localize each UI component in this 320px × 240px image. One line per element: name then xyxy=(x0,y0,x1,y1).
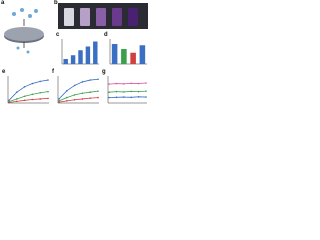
panel-label: e xyxy=(2,69,6,75)
panel-label: f xyxy=(52,69,55,75)
vial xyxy=(96,8,106,26)
point xyxy=(130,90,132,93)
point xyxy=(123,91,125,93)
schematic xyxy=(4,8,44,54)
point xyxy=(81,81,84,83)
point xyxy=(66,90,68,92)
bar xyxy=(93,41,98,64)
point xyxy=(31,98,34,101)
point xyxy=(145,82,147,84)
vial xyxy=(64,8,74,26)
point xyxy=(47,97,49,100)
point xyxy=(39,98,41,100)
panel-label: b xyxy=(54,0,58,6)
point xyxy=(108,96,110,99)
point xyxy=(123,96,125,98)
point xyxy=(47,79,49,81)
point xyxy=(66,100,68,102)
droplet xyxy=(12,12,16,16)
point xyxy=(8,101,10,104)
point xyxy=(137,90,140,93)
point xyxy=(130,96,132,99)
point xyxy=(58,101,60,103)
point xyxy=(31,82,34,85)
point xyxy=(23,99,26,102)
point xyxy=(15,100,18,103)
point xyxy=(123,83,125,85)
point xyxy=(23,86,26,88)
droplet xyxy=(16,46,20,50)
droplet xyxy=(26,50,30,54)
bar xyxy=(130,52,136,64)
point xyxy=(97,96,99,99)
bar xyxy=(111,44,118,64)
point xyxy=(89,79,91,81)
point xyxy=(115,82,118,85)
point xyxy=(66,96,68,99)
point xyxy=(97,78,99,81)
point xyxy=(47,90,49,93)
point xyxy=(73,94,76,96)
line xyxy=(108,82,147,85)
panel-label: c xyxy=(56,32,60,38)
line xyxy=(108,90,147,93)
point xyxy=(73,98,76,101)
point xyxy=(81,98,84,100)
bar xyxy=(70,55,76,64)
droplet xyxy=(20,8,24,12)
point xyxy=(115,96,118,99)
point xyxy=(89,91,91,93)
line xyxy=(58,90,99,102)
point xyxy=(39,91,41,94)
point xyxy=(108,91,110,93)
point xyxy=(39,80,41,83)
line xyxy=(8,98,49,103)
droplet xyxy=(28,14,32,18)
point xyxy=(15,98,18,100)
point xyxy=(145,96,147,98)
point xyxy=(8,99,10,102)
line xyxy=(108,96,147,98)
bar xyxy=(139,45,146,64)
point xyxy=(73,84,76,87)
line xyxy=(8,79,49,101)
point xyxy=(23,95,26,98)
point xyxy=(130,82,132,85)
point xyxy=(137,82,140,85)
panel-label: d xyxy=(104,32,108,38)
panel-label: g xyxy=(102,69,106,75)
line xyxy=(58,97,99,103)
point xyxy=(58,100,60,102)
point xyxy=(137,95,140,98)
point xyxy=(97,90,99,92)
membrane-top xyxy=(4,27,44,41)
point xyxy=(31,93,34,96)
bar xyxy=(121,49,127,64)
bar xyxy=(85,46,91,64)
point xyxy=(58,98,60,100)
vial xyxy=(80,8,90,26)
droplet xyxy=(34,9,38,13)
point xyxy=(115,90,118,93)
vial xyxy=(128,8,138,26)
point xyxy=(108,83,110,85)
point xyxy=(145,90,147,92)
vial xyxy=(112,8,122,26)
bar xyxy=(78,50,83,64)
line xyxy=(58,78,99,100)
line xyxy=(8,91,49,103)
panel-label: a xyxy=(1,0,5,6)
bar xyxy=(63,59,68,64)
point xyxy=(89,97,91,99)
figure: a b c d e f g xyxy=(1,0,148,104)
point xyxy=(81,92,84,95)
photo xyxy=(58,3,148,29)
point xyxy=(15,91,18,93)
page: {"panels": [ {"label": "a"}, {"label": "… xyxy=(0,0,150,108)
